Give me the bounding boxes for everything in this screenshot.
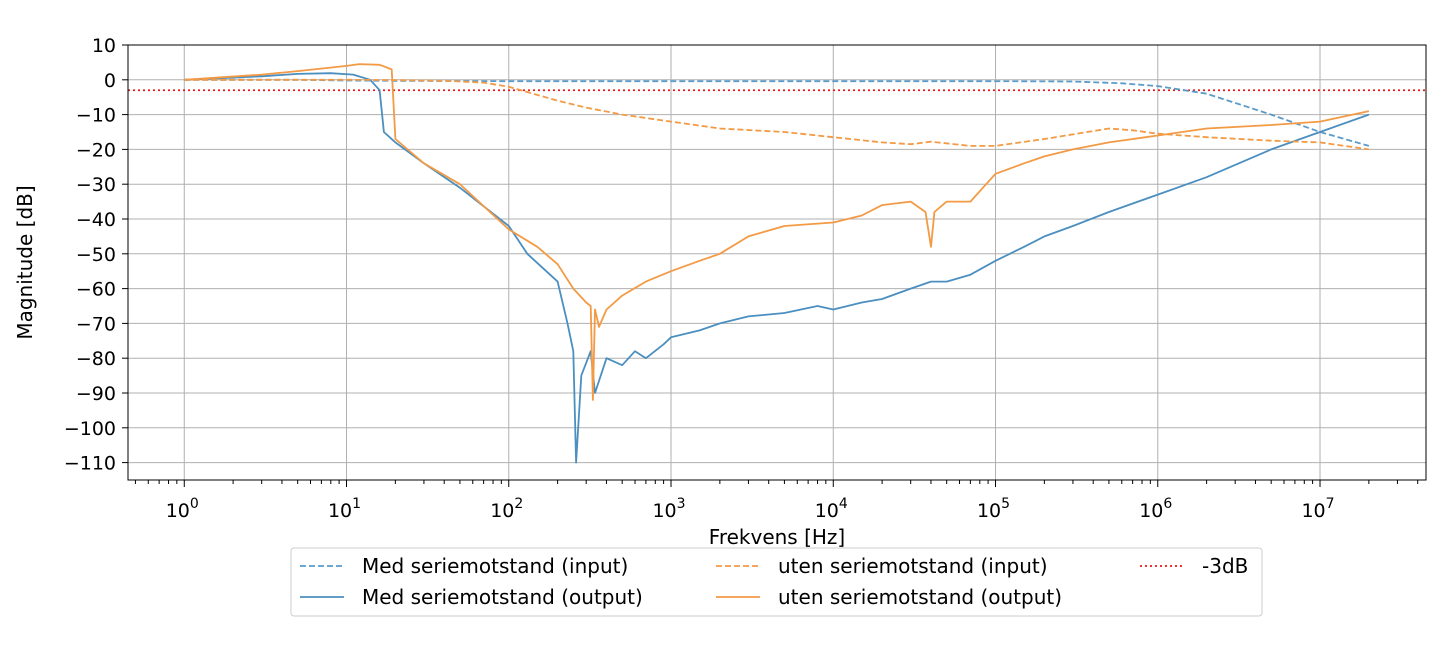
y-tick-label: 10 <box>92 35 116 57</box>
legend-label-0: Med seriemotstand (input) <box>362 554 628 578</box>
series-line-2 <box>184 78 1370 151</box>
x-tick-label: 106 <box>1139 496 1172 522</box>
axis-ticks <box>122 44 1419 487</box>
plot-frame <box>127 44 1427 481</box>
y-tick-label: −40 <box>76 209 116 231</box>
x-tick-label: 103 <box>652 496 685 522</box>
x-tick-label: 100 <box>166 496 199 522</box>
y-tick-label: −30 <box>76 174 116 196</box>
y-tick-label: −80 <box>76 348 116 370</box>
y-tick-label: −110 <box>64 453 116 475</box>
legend-label-2: uten seriemotstand (input) <box>778 554 1048 578</box>
legend-label-3: uten seriemotstand (output) <box>778 585 1062 609</box>
x-tick-label: 107 <box>1301 496 1334 522</box>
x-tick-labels: 100 101 102 103 104 105 106 107 <box>166 496 1335 522</box>
y-tick-label: 0 <box>104 70 116 92</box>
series-line-0 <box>184 78 1370 147</box>
y-tick-label: −10 <box>76 105 116 127</box>
y-tick-label: −60 <box>76 279 116 301</box>
series-line-1 <box>184 72 1370 464</box>
y-tick-label: −100 <box>64 418 116 440</box>
series-lines <box>184 63 1370 464</box>
grid <box>128 44 1426 480</box>
y-tick-labels: 10 0 −10 −20 −30 −40 −50 −60 −70 −80 −90 −100 −110 <box>64 35 116 475</box>
legend: Med seriemotstand (input) Med seriemotsta… <box>290 547 1263 617</box>
legend-label-4: -3dB <box>1202 554 1248 578</box>
x-tick-label: 105 <box>977 496 1010 522</box>
series-line-3 <box>184 63 1370 401</box>
y-tick-label: −90 <box>76 383 116 405</box>
y-tick-label: −20 <box>76 139 116 161</box>
x-tick-label: 104 <box>815 496 848 522</box>
y-tick-label: −50 <box>76 244 116 266</box>
x-axis-label: Frekvens [Hz] <box>709 525 845 549</box>
legend-label-1: Med seriemotstand (output) <box>362 585 643 609</box>
x-tick-label: 102 <box>490 496 523 522</box>
x-tick-label: 101 <box>328 496 361 522</box>
legend-box <box>290 547 1263 617</box>
y-tick-label: −70 <box>76 313 116 335</box>
y-axis-label: Magnitude [dB] <box>13 185 37 339</box>
